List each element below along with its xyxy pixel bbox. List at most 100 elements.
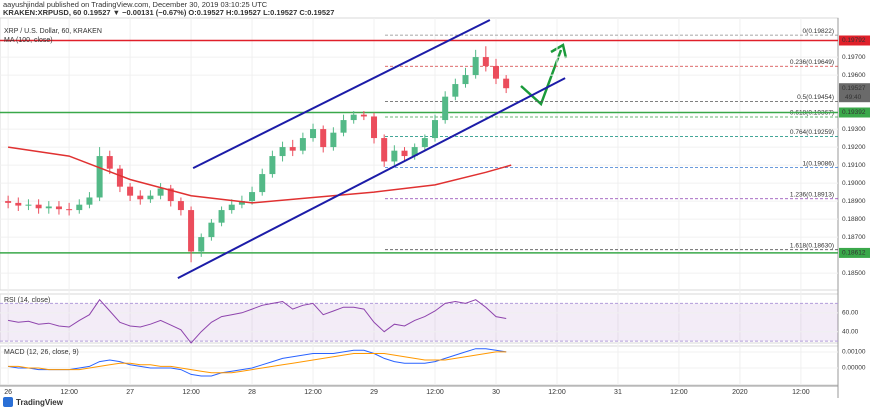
candle-body [289,147,296,151]
chart-title: XRP / U.S. Dollar, 60, KRAKEN [4,28,102,35]
author-line: aayushjindal published on TradingView.co… [3,0,268,9]
fib-label: 0.5(0.19454) [797,94,834,101]
candle-body [371,116,378,139]
candle-body [259,174,266,193]
price-label: 0.19392 [842,109,866,116]
candle-body [503,78,510,89]
channel-line [192,19,491,170]
y-tick-label: 40.00 [842,328,859,335]
brand-logo [3,397,13,407]
candle-body [401,150,408,157]
x-tick-label: 28 [248,389,256,396]
fib-label: 0.764(0.19259) [790,129,834,136]
macd-line [8,348,507,377]
candle-body [25,204,32,206]
candle-body [55,206,62,210]
candle-body [86,197,93,205]
candle-body [452,84,459,97]
candle-body [147,195,154,200]
candle-body [167,188,174,202]
last-price-label: 0.19527 [842,85,866,92]
candle-body [462,75,469,85]
price-label: 0.19792 [842,37,866,44]
candle-body [35,204,42,209]
x-tick-label: 31 [614,389,622,396]
candle-body [76,204,83,211]
x-tick-label: 12:00 [426,389,444,396]
y-tick-label: 0.19200 [842,144,866,151]
candle-body [432,120,439,139]
candle-body [96,156,103,198]
y-tick-label: 0.19100 [842,162,866,169]
fib-label: 1(0.19086) [803,160,834,167]
candle-body [411,147,418,157]
y-tick-label: 0.18800 [842,216,866,223]
candle-body [421,138,428,148]
fib-label: 1.618(0.18630) [790,242,834,249]
y-tick-label: 60.00 [842,310,859,317]
fib-label: 1.236(0.18913) [790,191,834,198]
x-tick-label: 30 [492,389,500,396]
price-label-box [839,107,870,118]
candle-body [310,129,317,139]
rsi-line [8,298,507,344]
candle-body [15,202,22,206]
y-tick-label: 0.19000 [842,180,866,187]
candle-body [492,66,499,79]
candle-body [330,132,337,148]
candle-body [238,201,245,205]
y-tick-label: 0.19300 [842,126,866,133]
candle-body [208,222,215,238]
candle-body [116,168,123,187]
x-tick-label: 12:00 [182,389,200,396]
candle-body [45,206,52,209]
candle-body [350,114,357,121]
candle-body [269,156,276,175]
candle-body [381,138,388,162]
candle-body [188,210,195,252]
candle-body [249,192,256,202]
x-tick-label: 29 [370,389,378,396]
candle-body [106,156,113,169]
countdown: 49:40 [845,94,862,101]
candle-body [320,129,327,148]
candle-body [157,188,164,196]
x-tick-label: 12:00 [792,389,810,396]
y-tick-label: 0.19600 [842,72,866,79]
candle-body [360,114,367,117]
candle-body [137,195,144,200]
y-tick-label: 0.00000 [842,365,866,372]
candle-body [340,120,347,133]
last-price-box [839,83,870,103]
candle-body [442,96,449,121]
x-tick-label: 12:00 [304,389,322,396]
fib-label: 0(0.19822) [803,28,834,35]
rsi-title: RSI (14, close) [4,297,50,304]
x-tick-label: 12:00 [60,389,78,396]
candle-body [66,209,73,211]
x-tick-label: 26 [4,389,12,396]
y-tick-label: 0.18700 [842,234,866,241]
candle-body [127,186,134,196]
price-label: 0.18612 [842,250,866,257]
candle-body [482,57,489,67]
candle-body [279,147,286,157]
candle-body [198,237,205,252]
green-arrow [520,43,568,107]
moving-average [7,146,512,204]
channel-line [177,77,566,280]
rsi-band [0,303,838,342]
candle-body [391,150,398,162]
brand: TradingView [16,398,64,407]
candle-body [299,138,306,151]
macd-title: MACD (12, 26, close, 9) [4,349,79,356]
fib-label: 0.236(0.19649) [790,59,834,66]
candle-body [5,201,12,203]
y-tick-label: 0.19700 [842,54,866,61]
ma-legend: MA (100, close) [4,37,53,44]
x-tick-label: 27 [126,389,134,396]
macd-line [8,351,507,374]
x-tick-label: 12:00 [548,389,566,396]
y-tick-label: 0.18900 [842,198,866,205]
